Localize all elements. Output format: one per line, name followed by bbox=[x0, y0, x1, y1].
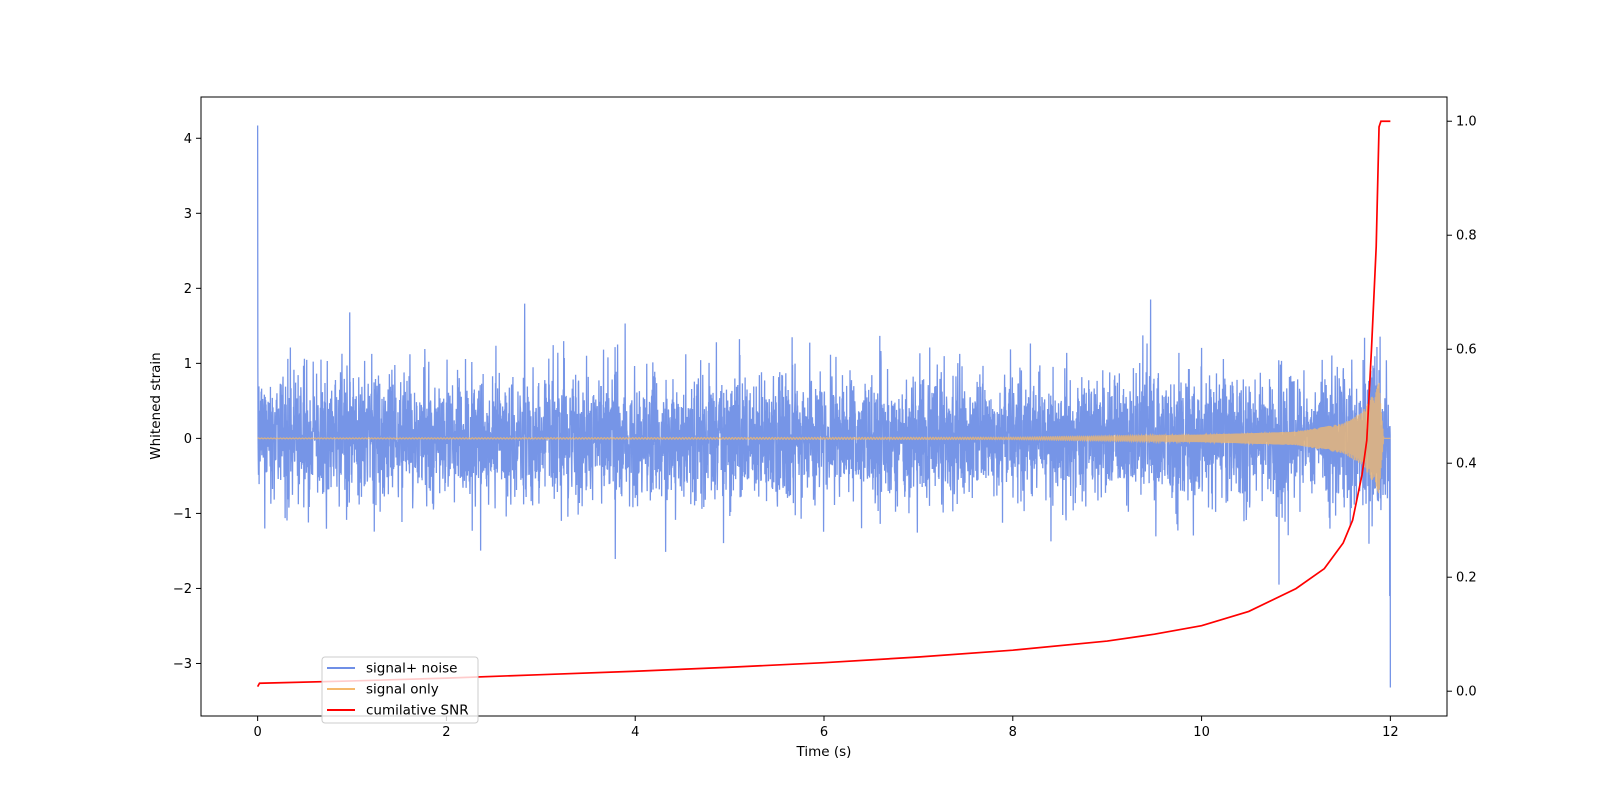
y-tick-label: 3 bbox=[184, 207, 192, 222]
y-tick-label: −1 bbox=[173, 507, 192, 522]
series-layer bbox=[256, 120, 1392, 688]
y-tick-label: 0 bbox=[184, 432, 192, 447]
y-tick-label: 1 bbox=[184, 357, 192, 372]
y-tick-label: 2 bbox=[184, 282, 192, 297]
x-tick-label: 2 bbox=[442, 725, 450, 740]
x-tick-label: 4 bbox=[631, 725, 639, 740]
x-tick-label: 6 bbox=[820, 725, 828, 740]
y-tick-label: 4 bbox=[184, 132, 192, 147]
y-tick-label: −3 bbox=[173, 657, 192, 672]
y-right-tick-label: 0.8 bbox=[1456, 229, 1477, 244]
legend-box bbox=[321, 656, 479, 724]
y-right-tick-label: 0.6 bbox=[1456, 343, 1477, 358]
x-tick-label: 0 bbox=[253, 725, 261, 740]
y-right-tick-label: 0.0 bbox=[1456, 685, 1477, 700]
legend-label-cumulative-snr: cumilative SNR bbox=[366, 703, 469, 719]
series-line-cumulative-snr bbox=[256, 120, 1391, 688]
x-tick-label: 10 bbox=[1193, 725, 1210, 740]
y-right-tick-label: 1.0 bbox=[1456, 115, 1477, 130]
y-tick-label: −2 bbox=[173, 582, 192, 597]
y-axis-title: Whitened strain bbox=[148, 352, 164, 459]
series-line-signal-only bbox=[257, 382, 1391, 494]
legend: signal+ noise signal only cumilative SNR bbox=[321, 656, 479, 724]
legend-label-signal-noise: signal+ noise bbox=[366, 661, 457, 677]
x-tick-label: 12 bbox=[1382, 725, 1399, 740]
x-axis-title: Time (s) bbox=[796, 744, 852, 760]
y-right-tick-label: 0.4 bbox=[1456, 457, 1477, 472]
x-tick-label: 8 bbox=[1009, 725, 1017, 740]
legend-label-signal-only: signal only bbox=[366, 682, 439, 698]
y-right-tick-label: 0.2 bbox=[1456, 571, 1477, 586]
